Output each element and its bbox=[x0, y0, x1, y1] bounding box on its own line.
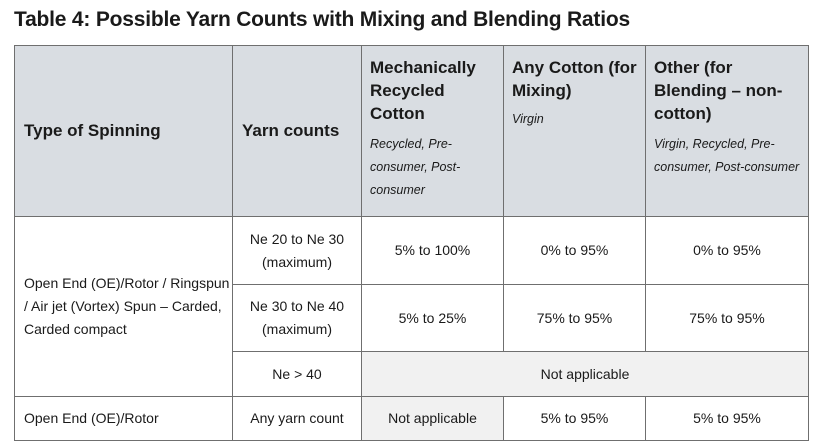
any-cotton-cell: 0% to 95% bbox=[503, 216, 646, 285]
yarn-count-cell: Ne 20 to Ne 30 (maximum) bbox=[232, 216, 362, 285]
header-any-cotton-label: Any Cotton (for Mixing) bbox=[512, 58, 637, 100]
mech-recycled-cell: 5% to 25% bbox=[361, 284, 504, 352]
header-mech-label: Mechanically Recycled Cotton bbox=[370, 58, 476, 123]
header-any-cotton: Any Cotton (for Mixing) Virgin bbox=[503, 45, 646, 217]
header-other: Other (for Blending – non-cotton) Virgin… bbox=[645, 45, 809, 217]
other-cell: 0% to 95% bbox=[645, 216, 809, 285]
yarn-count-cell: Ne > 40 bbox=[232, 351, 362, 397]
header-mechanically-recycled-cotton: Mechanically Recycled Cotton Recycled, P… bbox=[361, 45, 504, 217]
header-other-subtitle: Virgin, Recycled, Pre-consumer, Post-con… bbox=[654, 137, 800, 174]
table-title: Table 4: Possible Yarn Counts with Mixin… bbox=[14, 8, 630, 31]
yarn-counts-table: Type of Spinning Yarn counts Mechanicall… bbox=[14, 45, 809, 441]
table-row: Open End (OE)/Rotor / Ringspun / Air jet… bbox=[14, 216, 809, 397]
mech-recycled-cell: Not applicable bbox=[361, 396, 504, 441]
any-cotton-cell: 75% to 95% bbox=[503, 284, 646, 352]
yarn-count-cell: Any yarn count bbox=[232, 396, 362, 441]
other-cell: 75% to 95% bbox=[645, 284, 809, 352]
header-type-of-spinning: Type of Spinning bbox=[14, 45, 233, 217]
header-yarn-counts: Yarn counts bbox=[232, 45, 362, 217]
yarn-count-cell: Ne 30 to Ne 40 (maximum) bbox=[232, 284, 362, 352]
other-cell: 5% to 95% bbox=[645, 396, 809, 441]
header-row: Type of Spinning Yarn counts Mechanicall… bbox=[14, 45, 809, 217]
table-row: Open End (OE)/Rotor Any yarn count Not a… bbox=[14, 396, 809, 441]
header-mech-subtitle: Recycled, Pre-consumer, Post-consumer bbox=[370, 137, 461, 197]
any-cotton-cell: 5% to 95% bbox=[503, 396, 646, 441]
spinning-type-cell: Open End (OE)/Rotor / Ringspun / Air jet… bbox=[14, 216, 233, 397]
table-row: Ne > 40 Not applicable bbox=[15, 351, 809, 397]
mech-recycled-cell: 5% to 100% bbox=[361, 216, 504, 285]
header-other-label: Other (for Blending – non-cotton) bbox=[654, 58, 783, 123]
header-any-cotton-subtitle: Virgin bbox=[512, 112, 544, 126]
not-applicable-merged-cell: Not applicable bbox=[361, 351, 809, 397]
table-row: Ne 30 to Ne 40 (maximum) 5% to 25% 75% t… bbox=[15, 284, 809, 352]
spinning-type-cell: Open End (OE)/Rotor bbox=[14, 396, 233, 441]
